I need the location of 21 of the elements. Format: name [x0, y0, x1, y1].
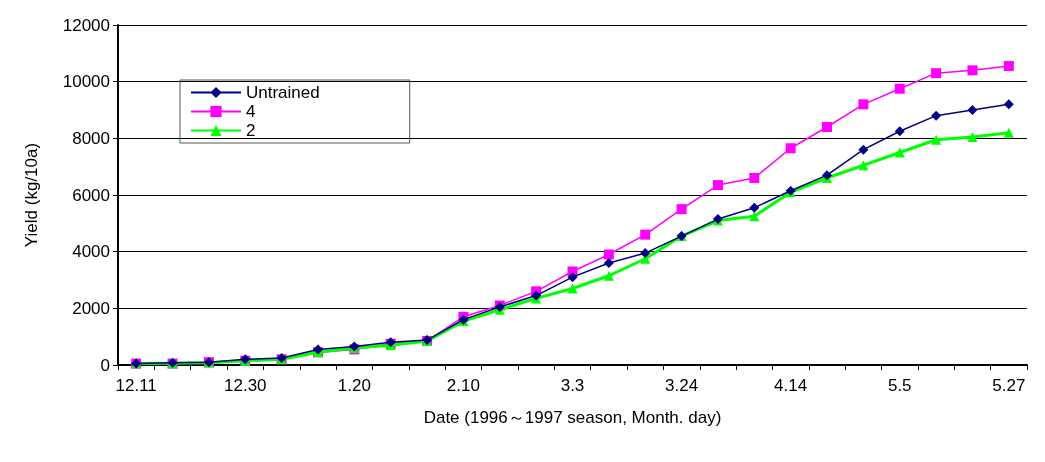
x-tick-label: 2.10 — [446, 376, 480, 395]
y-tick-label: 4000 — [72, 242, 110, 262]
x-axis-title: Date (1996～1997 season, Month. day) — [423, 408, 722, 427]
y-tick-label: 6000 — [72, 185, 110, 205]
y-tick-label: 0 — [100, 355, 110, 375]
x-tick-label: 3.24 — [665, 376, 699, 395]
y-tick-label: 8000 — [72, 128, 110, 148]
x-tick-label: 12.30 — [223, 376, 267, 395]
x-tick-label: 5.27 — [992, 376, 1026, 395]
y-tick-label: 2000 — [72, 298, 110, 318]
y-tick-label: 10000 — [62, 72, 110, 92]
x-tick-label: 12.11 — [115, 376, 157, 395]
legend-label: Untrained — [246, 83, 320, 102]
y-axis-title: Yield (kg/10a) — [22, 142, 41, 248]
legend-label: 2 — [246, 121, 256, 140]
x-tick-label: 3.3 — [560, 376, 585, 395]
x-tick-label: 5.5 — [887, 376, 912, 395]
x-tick-label: 1.20 — [337, 376, 371, 395]
x-tick-label: 4.14 — [774, 376, 808, 395]
y-tick-label: 12000 — [62, 15, 110, 35]
legend-label: 4 — [246, 102, 256, 121]
